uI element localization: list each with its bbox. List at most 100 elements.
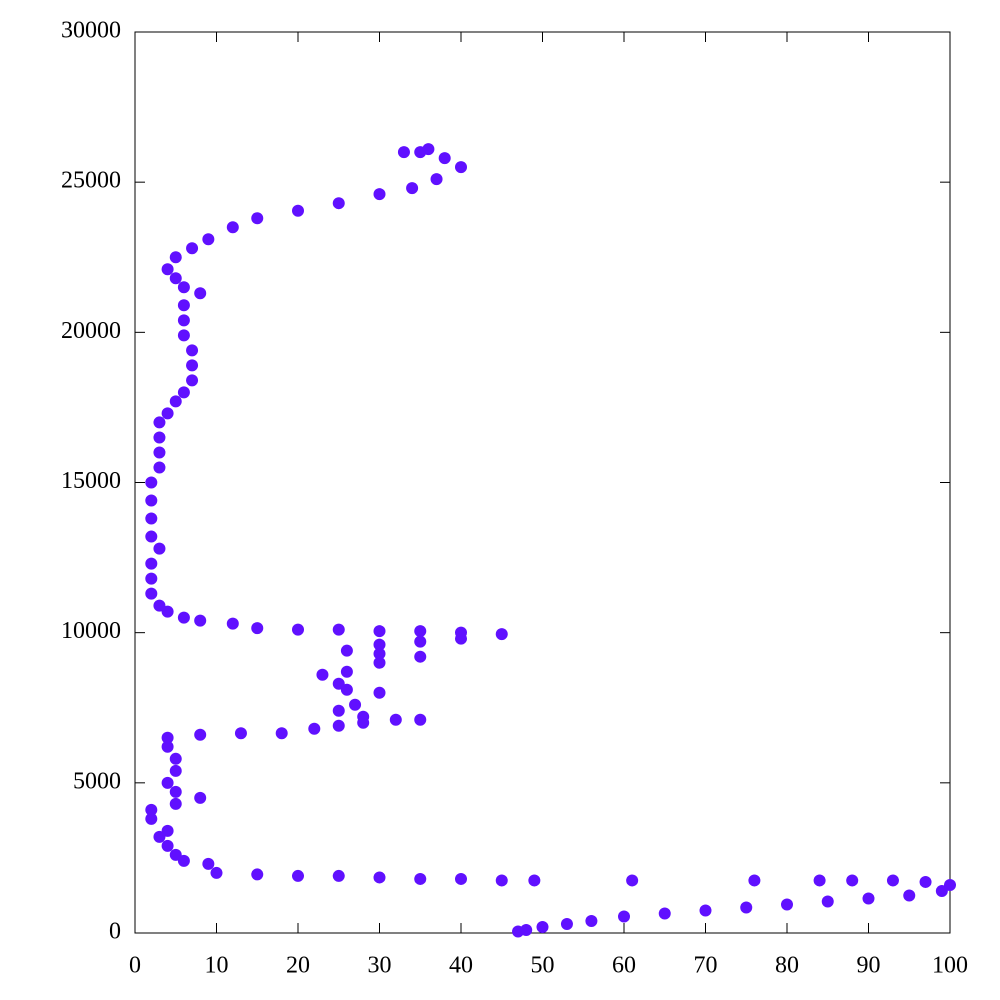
point [560,917,573,930]
point [153,599,166,612]
point [169,764,182,777]
point [169,785,182,798]
point [781,898,793,911]
point [292,869,304,882]
x-tick-label: 100 [932,953,968,979]
x-tick-label: 90 [857,953,881,979]
x-tick-label: 80 [775,953,799,979]
point [145,587,158,600]
point [397,146,410,159]
point [422,143,435,156]
point [349,698,362,711]
point [169,752,182,765]
point [740,901,753,914]
point [161,407,174,420]
y-tick-label: 10000 [61,618,121,644]
point [153,542,166,555]
point [186,344,199,357]
point [528,874,541,887]
y-tick-label: 20000 [61,318,121,344]
point [308,722,321,735]
point [919,875,932,888]
point [161,740,174,753]
point [186,374,199,387]
point [169,395,182,408]
point [520,923,533,936]
x-tick-label: 20 [286,953,310,979]
point [145,557,158,570]
point [414,872,427,885]
point [373,188,386,201]
y-tick-label: 30000 [61,18,121,44]
point [414,713,427,726]
point [202,233,215,246]
point [373,686,386,699]
point [177,299,190,312]
point [145,512,158,525]
y-tick-label: 15000 [61,468,121,494]
point [226,221,239,234]
point [251,622,264,635]
point [414,650,427,663]
point [438,152,451,165]
point [169,251,182,264]
x-tick-label: 50 [531,953,555,979]
point [332,869,345,882]
point [389,713,402,726]
point [194,614,207,627]
point [332,719,345,732]
point [414,625,427,638]
point [161,824,174,837]
point [821,895,834,908]
x-tick-label: 0 [129,953,141,979]
point [251,868,264,881]
point [177,329,190,342]
point [357,710,370,723]
y-tick-label: 25000 [61,168,121,194]
point [886,874,899,887]
point [202,857,215,870]
plot-frame [134,31,951,934]
point [161,776,174,789]
point [210,866,223,879]
point [495,874,508,887]
point [153,461,166,474]
point [373,871,386,884]
point [618,910,630,923]
point [455,161,467,174]
point [186,359,199,372]
x-tick-label: 60 [612,953,636,979]
x-tick-label: 30 [368,953,392,979]
point [153,416,166,429]
point [332,677,345,690]
point [177,386,190,399]
point [316,668,329,681]
point [186,242,199,255]
point [373,647,386,660]
point [153,446,166,459]
point [406,182,419,195]
point [846,874,859,887]
point [194,287,207,300]
x-tick-label: 40 [449,953,473,979]
point [903,889,916,902]
point [495,628,508,641]
point [414,635,427,648]
point [145,572,158,585]
point [234,727,247,740]
point [332,704,345,717]
point [748,874,761,887]
point [145,812,158,825]
point [455,626,467,639]
y-tick-label: 0 [109,919,121,945]
point [340,644,353,657]
point [292,623,304,636]
point [226,617,239,630]
point [430,173,443,186]
point [169,272,182,285]
point [373,625,386,638]
point [373,656,386,669]
x-tick-label: 70 [694,953,718,979]
point [862,892,875,905]
